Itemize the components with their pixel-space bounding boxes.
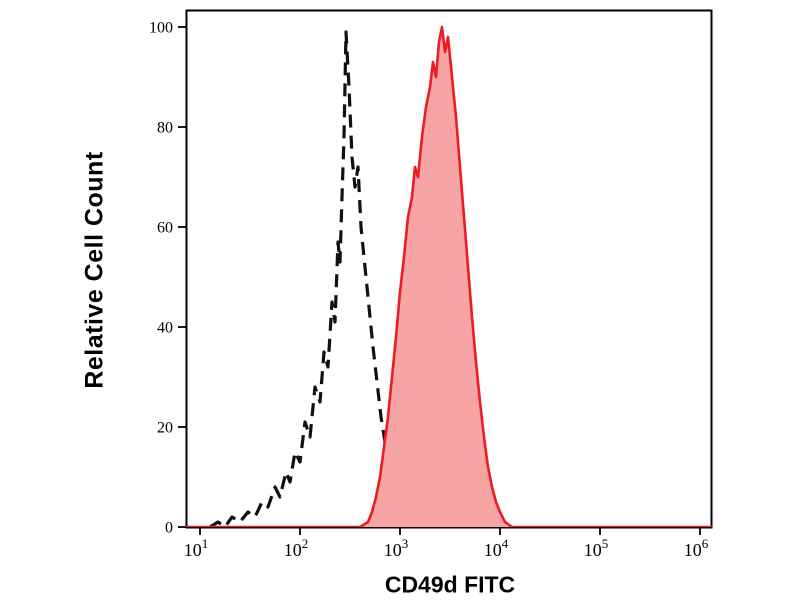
plot-border xyxy=(185,9,713,529)
axis-ticks-layer: 0 20 40 60 80 100 101 102 103 104 105 106 xyxy=(149,20,709,561)
x-tick-label: 103 xyxy=(384,536,409,560)
y-tick-label: 60 xyxy=(157,220,173,237)
unstained-control-curve xyxy=(209,30,432,527)
x-tick-label: 102 xyxy=(284,536,309,560)
y-tick-label: 80 xyxy=(157,120,173,137)
cd49d-fitc-stained-curve-fill xyxy=(186,27,712,527)
y-axis-title: Relative Cell Count xyxy=(80,151,109,389)
x-tick-label: 104 xyxy=(484,536,509,560)
x-tick-label: 105 xyxy=(584,536,609,560)
x-tick-label: 101 xyxy=(184,536,209,560)
x-axis-title: CD49d FITC xyxy=(384,571,516,598)
x-tick-label: 106 xyxy=(684,536,709,560)
y-tick-label: 100 xyxy=(149,20,173,37)
y-tick-label: 20 xyxy=(157,420,173,437)
cd49d-fitc-stained-curve xyxy=(186,25,712,527)
y-tick-label: 40 xyxy=(157,320,173,337)
curves-layer xyxy=(186,25,712,527)
y-tick-label: 0 xyxy=(165,520,173,537)
